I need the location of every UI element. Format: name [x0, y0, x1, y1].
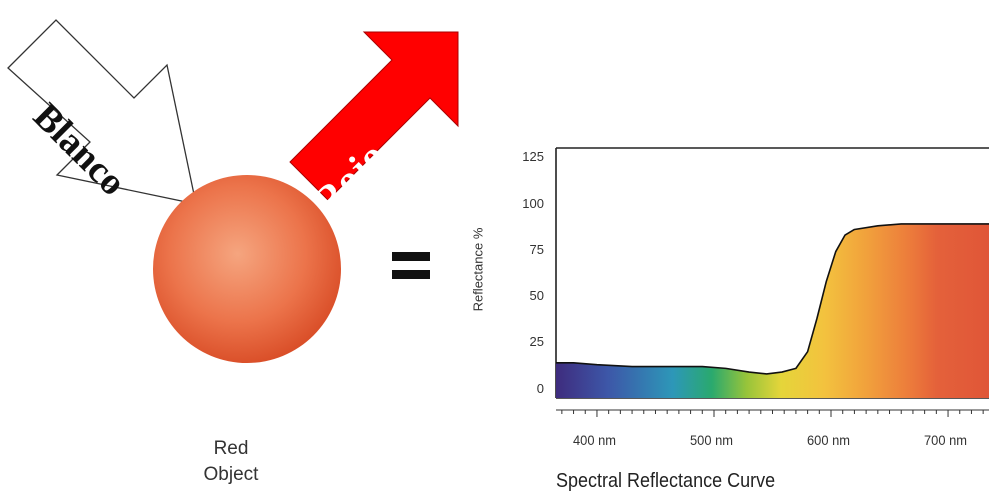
- chart-area: [556, 223, 989, 398]
- x-tick-label: 400 nm: [572, 432, 616, 448]
- y-tick-label: 75: [529, 241, 544, 257]
- equals-sign: [392, 248, 432, 288]
- y-tick-label: 25: [529, 334, 544, 350]
- red-light-arrow: [289, 31, 459, 201]
- y-tick-label: 100: [522, 195, 544, 211]
- red-object-sphere: [153, 175, 341, 363]
- object-caption-line1: Red: [213, 438, 249, 459]
- y-tick-label: 0: [536, 380, 544, 396]
- x-tick-label: 500 nm: [689, 432, 733, 448]
- object-caption: Red Object: [186, 436, 276, 487]
- y-tick-label: 50: [529, 288, 544, 304]
- equals-bar-bottom: [392, 270, 430, 279]
- equals-bar-top: [392, 252, 430, 261]
- white-light-arrow: [7, 19, 197, 205]
- x-tick-label: 700 nm: [924, 432, 967, 448]
- y-tick-label: 125: [522, 149, 544, 165]
- chart-ticks: [556, 409, 989, 417]
- reflectance-area: [556, 223, 989, 398]
- x-tick-label: 600 nm: [807, 432, 850, 448]
- object-caption-line2: Object: [203, 463, 259, 485]
- reflectance-curve: [556, 223, 989, 375]
- chart-title: Spectral Reflectance Curve: [556, 470, 776, 492]
